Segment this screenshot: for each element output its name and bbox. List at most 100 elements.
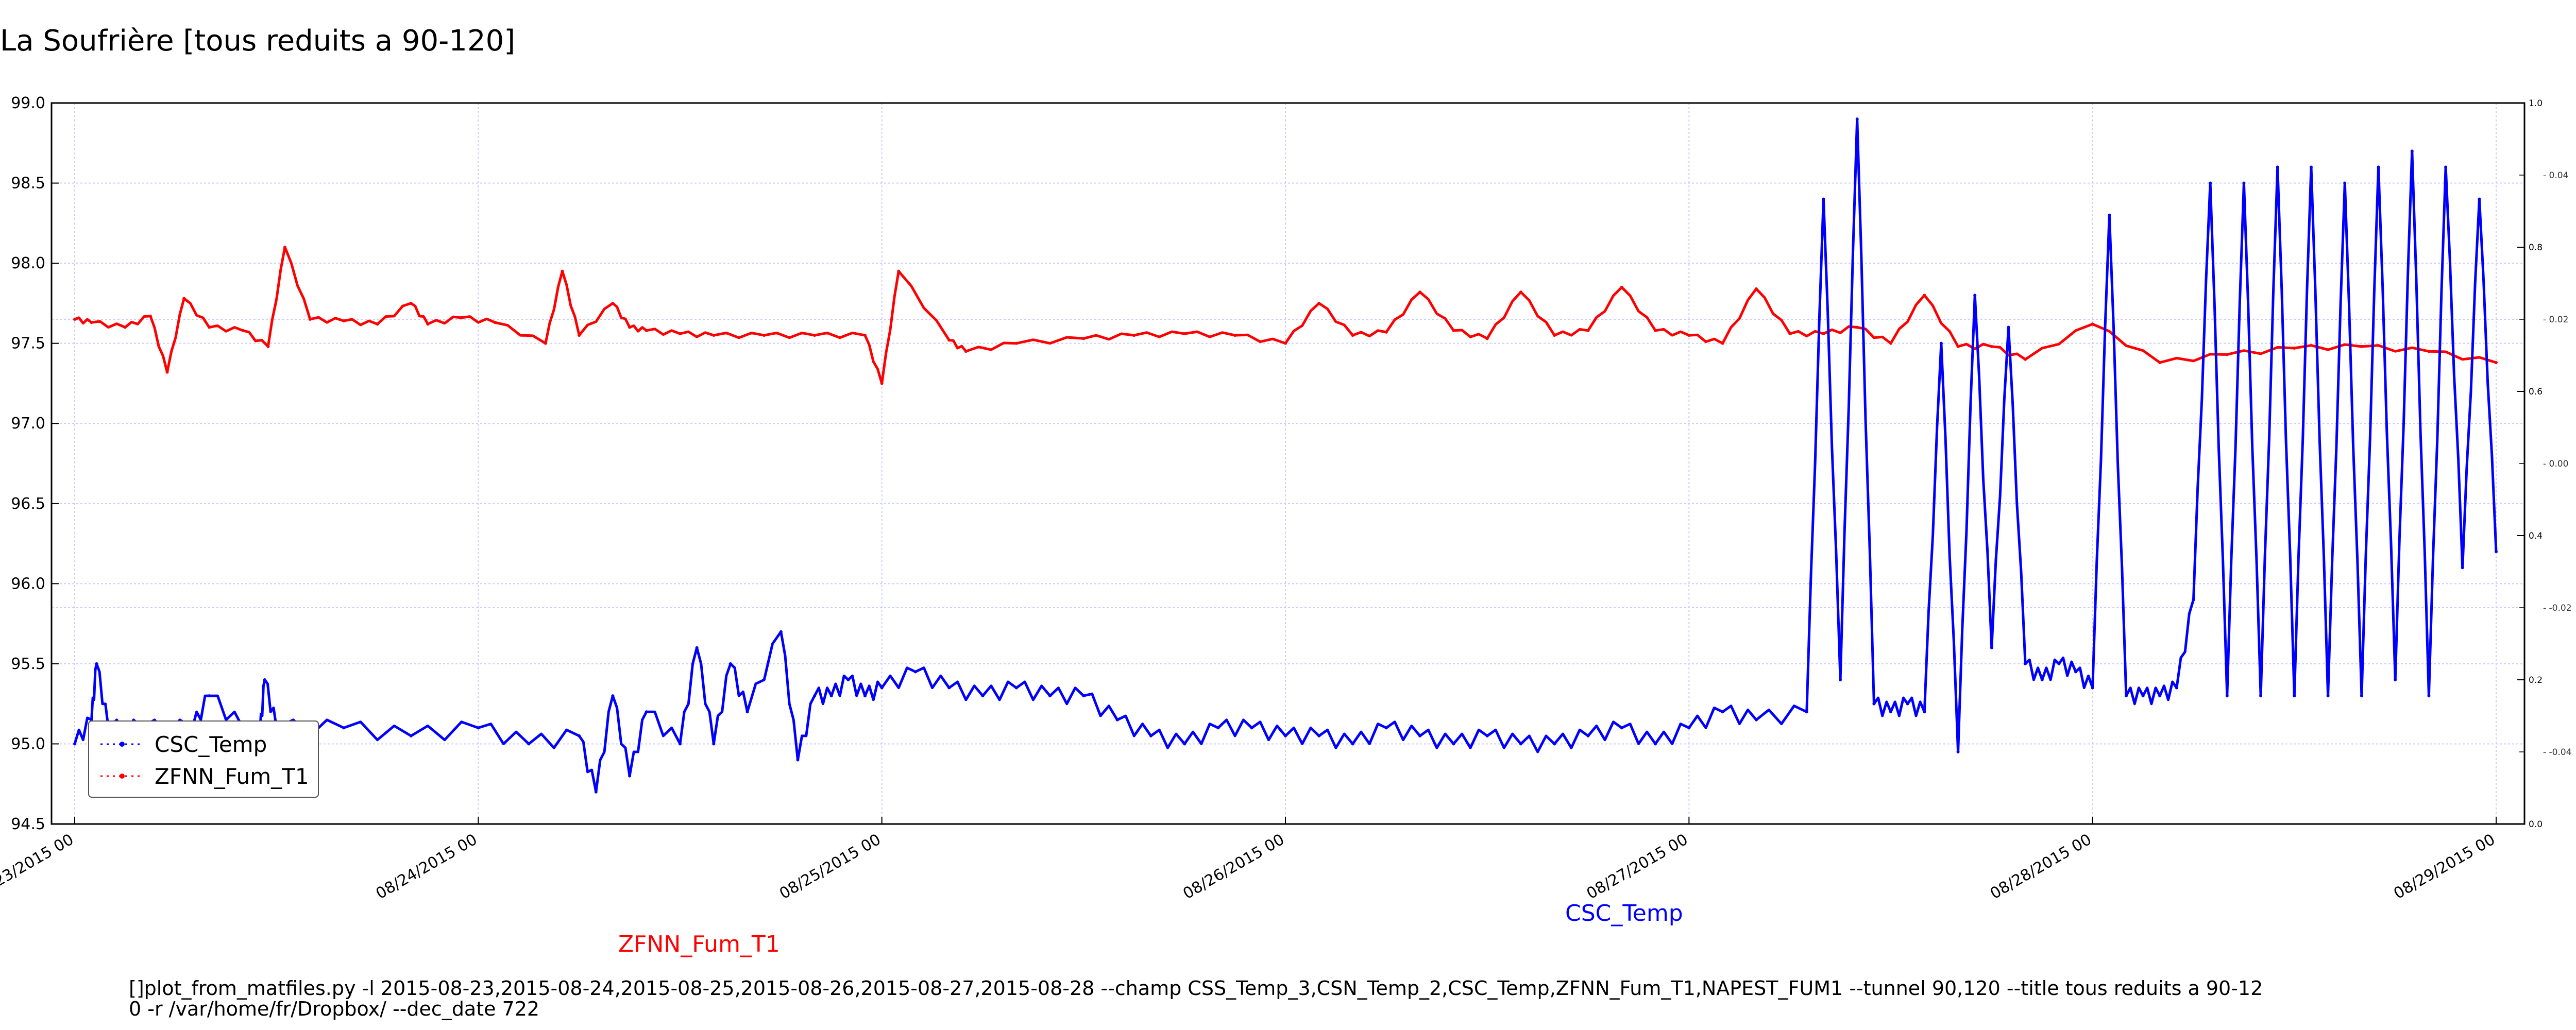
point-zfnn_fum_t1 <box>2427 350 2431 353</box>
point-zfnn_fum_t1 <box>897 269 901 273</box>
point-csc_temp <box>1284 734 1287 737</box>
point-csc_temp <box>1317 734 1321 737</box>
point-csc_temp <box>2293 694 2296 698</box>
point-csc_temp <box>477 726 480 730</box>
point-csc_temp <box>2444 165 2448 169</box>
y-tick-label: 98.5 <box>11 175 45 193</box>
y-right-2-tick-label: - 0.00 <box>2543 459 2568 469</box>
y-axis-left: 99.0 98.5 98.0 97.5 97.0 96.5 96.0 95.5 95.0 94.5 <box>11 94 59 833</box>
y-tick-label: 97.0 <box>11 415 45 433</box>
point-csc_temp <box>745 710 749 714</box>
point-zfnn_fum_t1 <box>208 325 211 329</box>
point-csc_temp <box>2175 686 2178 690</box>
point-csc_temp <box>1014 686 1018 690</box>
point-zfnn_fum_t1 <box>90 321 93 324</box>
legend-label: ZFNN_Fum_T1 <box>155 764 309 789</box>
point-zfnn_fum_t1 <box>342 319 346 323</box>
y-tick-label: 99.0 <box>11 94 45 112</box>
point-zfnn_fum_t1 <box>1721 341 1724 345</box>
point-zfnn_fum_t1 <box>1485 337 1489 340</box>
point-csc_temp <box>2394 678 2397 681</box>
point-csc_temp <box>2124 694 2128 698</box>
point-zfnn_fum_t1 <box>813 334 817 337</box>
point-zfnn_fum_t1 <box>73 318 76 321</box>
point-zfnn_fum_t1 <box>1923 294 1926 297</box>
point-csc_temp <box>829 694 833 698</box>
point-csc_temp <box>1855 117 1859 121</box>
point-zfnn_fum_t1 <box>266 345 270 348</box>
point-csc_temp <box>1939 341 1943 345</box>
point-zfnn_fum_t1 <box>1183 332 1187 335</box>
point-csc_temp <box>611 694 615 698</box>
point-csc_temp <box>846 678 850 681</box>
point-csc_temp <box>2410 149 2414 153</box>
point-csc_temp <box>2309 165 2313 169</box>
point-csc_temp <box>1519 742 1522 746</box>
point-zfnn_fum_t1 <box>1586 329 1590 332</box>
point-zfnn_fum_t1 <box>1553 334 1556 337</box>
x-tick-label: 08/23/2015 00 <box>0 831 77 903</box>
legend-label: CSC_Temp <box>155 732 267 757</box>
point-csc_temp <box>695 646 699 649</box>
point-zfnn_fum_t1 <box>2293 347 2296 350</box>
point-csc_temp <box>913 670 917 674</box>
point-csc_temp <box>2192 598 2195 602</box>
y-right-2-tick-label: - -0.02 <box>2543 603 2572 613</box>
point-csc_temp <box>1620 726 1623 730</box>
point-csc_temp <box>2007 325 2010 329</box>
point-csc_temp <box>1082 694 1086 698</box>
point-csc_temp <box>1906 702 1909 706</box>
point-zfnn_fum_t1 <box>645 329 648 332</box>
point-zfnn_fum_t1 <box>1233 334 1237 337</box>
point-csc_temp <box>2343 181 2347 185</box>
point-csc_temp <box>2495 550 2498 554</box>
point-zfnn_fum_t1 <box>2091 322 2094 326</box>
point-zfnn_fum_t1 <box>376 322 379 326</box>
point-csc_temp <box>712 742 716 746</box>
point-csc_temp <box>813 694 817 698</box>
point-zfnn_fum_t1 <box>2360 345 2363 348</box>
y-right-1-tick-label: 0.4 <box>2529 531 2543 541</box>
x-tick-label: 08/25/2015 00 <box>776 831 884 903</box>
y-right-1-tick-label: 0.2 <box>2529 675 2543 685</box>
point-zfnn_fum_t1 <box>2225 353 2229 356</box>
command-line-2: 0 -r /var/home/fr/Dropbox/ --dec_date 72… <box>129 998 540 1020</box>
x-tick-label: 08/28/2015 00 <box>1987 831 2095 903</box>
point-csc_temp <box>1183 742 1187 746</box>
point-zfnn_fum_t1 <box>1687 334 1691 337</box>
point-csc_temp <box>1805 710 1808 714</box>
point-csc_temp <box>2478 197 2481 201</box>
point-csc_temp <box>2158 694 2162 698</box>
point-zfnn_fum_t1 <box>1284 341 1287 345</box>
point-csc_temp <box>796 758 800 762</box>
point-zfnn_fum_t1 <box>1956 345 1960 348</box>
point-zfnn_fum_t1 <box>1132 334 1136 337</box>
point-zfnn_fum_t1 <box>863 334 867 337</box>
point-zfnn_fum_t1 <box>1788 332 1792 335</box>
y-right-2-tick-label: - 0.04 <box>2543 170 2568 181</box>
point-zfnn_fum_t1 <box>1418 290 1422 294</box>
point-csc_temp <box>628 774 632 778</box>
point-csc_temp <box>1250 726 1253 730</box>
legend-marker <box>120 742 125 747</box>
point-csc_temp <box>342 726 346 730</box>
legend-marker <box>120 774 125 779</box>
command-line-1: []plot_from_matfiles.py -l 2015-08-23,20… <box>129 977 2263 1000</box>
point-csc_temp <box>1822 197 1825 201</box>
point-zfnn_fum_t1 <box>426 322 430 326</box>
point-csc_temp <box>527 742 531 746</box>
point-zfnn_fum_t1 <box>880 382 884 385</box>
y-right-2-tick-label: - 0.02 <box>2543 315 2568 325</box>
y-tick-label: 94.5 <box>11 815 45 833</box>
point-csc_temp <box>728 662 732 665</box>
point-csc_temp <box>1384 726 1388 730</box>
bottom-label-zfnn: ZFNN_Fum_T1 <box>618 931 780 957</box>
point-csc_temp <box>2074 670 2078 674</box>
point-csc_temp <box>208 694 211 698</box>
point-zfnn_fum_t1 <box>964 350 968 353</box>
point-zfnn_fum_t1 <box>2158 361 2162 364</box>
y-right-1-tick-label: 0.6 <box>2529 387 2543 397</box>
point-zfnn_fum_t1 <box>561 269 564 273</box>
x-tick-label: 08/26/2015 00 <box>1180 831 1287 903</box>
